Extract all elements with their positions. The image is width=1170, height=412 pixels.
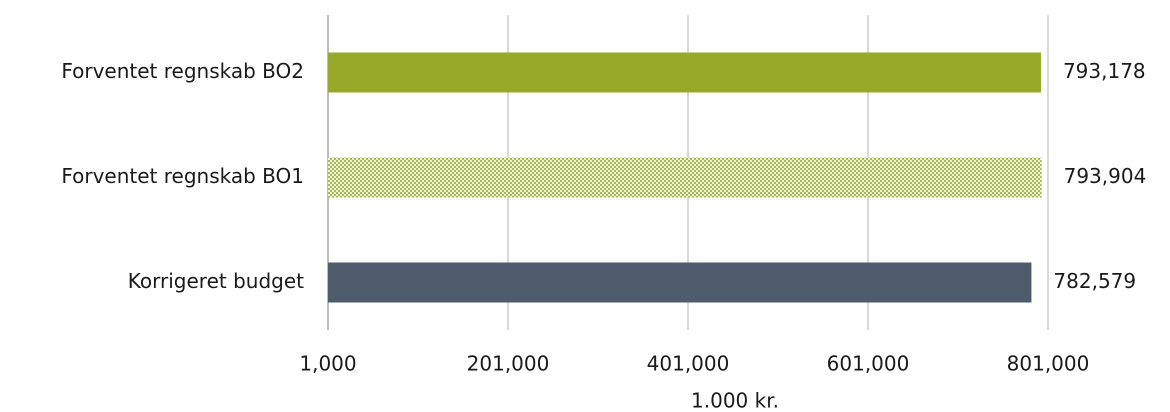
- x-tick-label: 401,000: [647, 352, 730, 376]
- data-label: 793,904: [1064, 164, 1147, 188]
- data-label: 782,579: [1053, 269, 1136, 293]
- bar: [328, 262, 1032, 303]
- x-axis-label: 1.000 kr.: [691, 389, 779, 412]
- y-tick-label: Forventet regnskab BO2: [61, 59, 304, 83]
- y-tick-label: Forventet regnskab BO1: [61, 164, 304, 188]
- x-tick-label: 201,000: [467, 352, 550, 376]
- bar: [328, 52, 1041, 93]
- y-tick-label: Korrigeret budget: [128, 269, 304, 293]
- bar: [328, 157, 1042, 198]
- x-tick-label: 1,000: [299, 352, 356, 376]
- x-tick-label: 601,000: [827, 352, 910, 376]
- data-label: 793,178: [1063, 59, 1146, 83]
- x-tick-label: 801,000: [1007, 352, 1090, 376]
